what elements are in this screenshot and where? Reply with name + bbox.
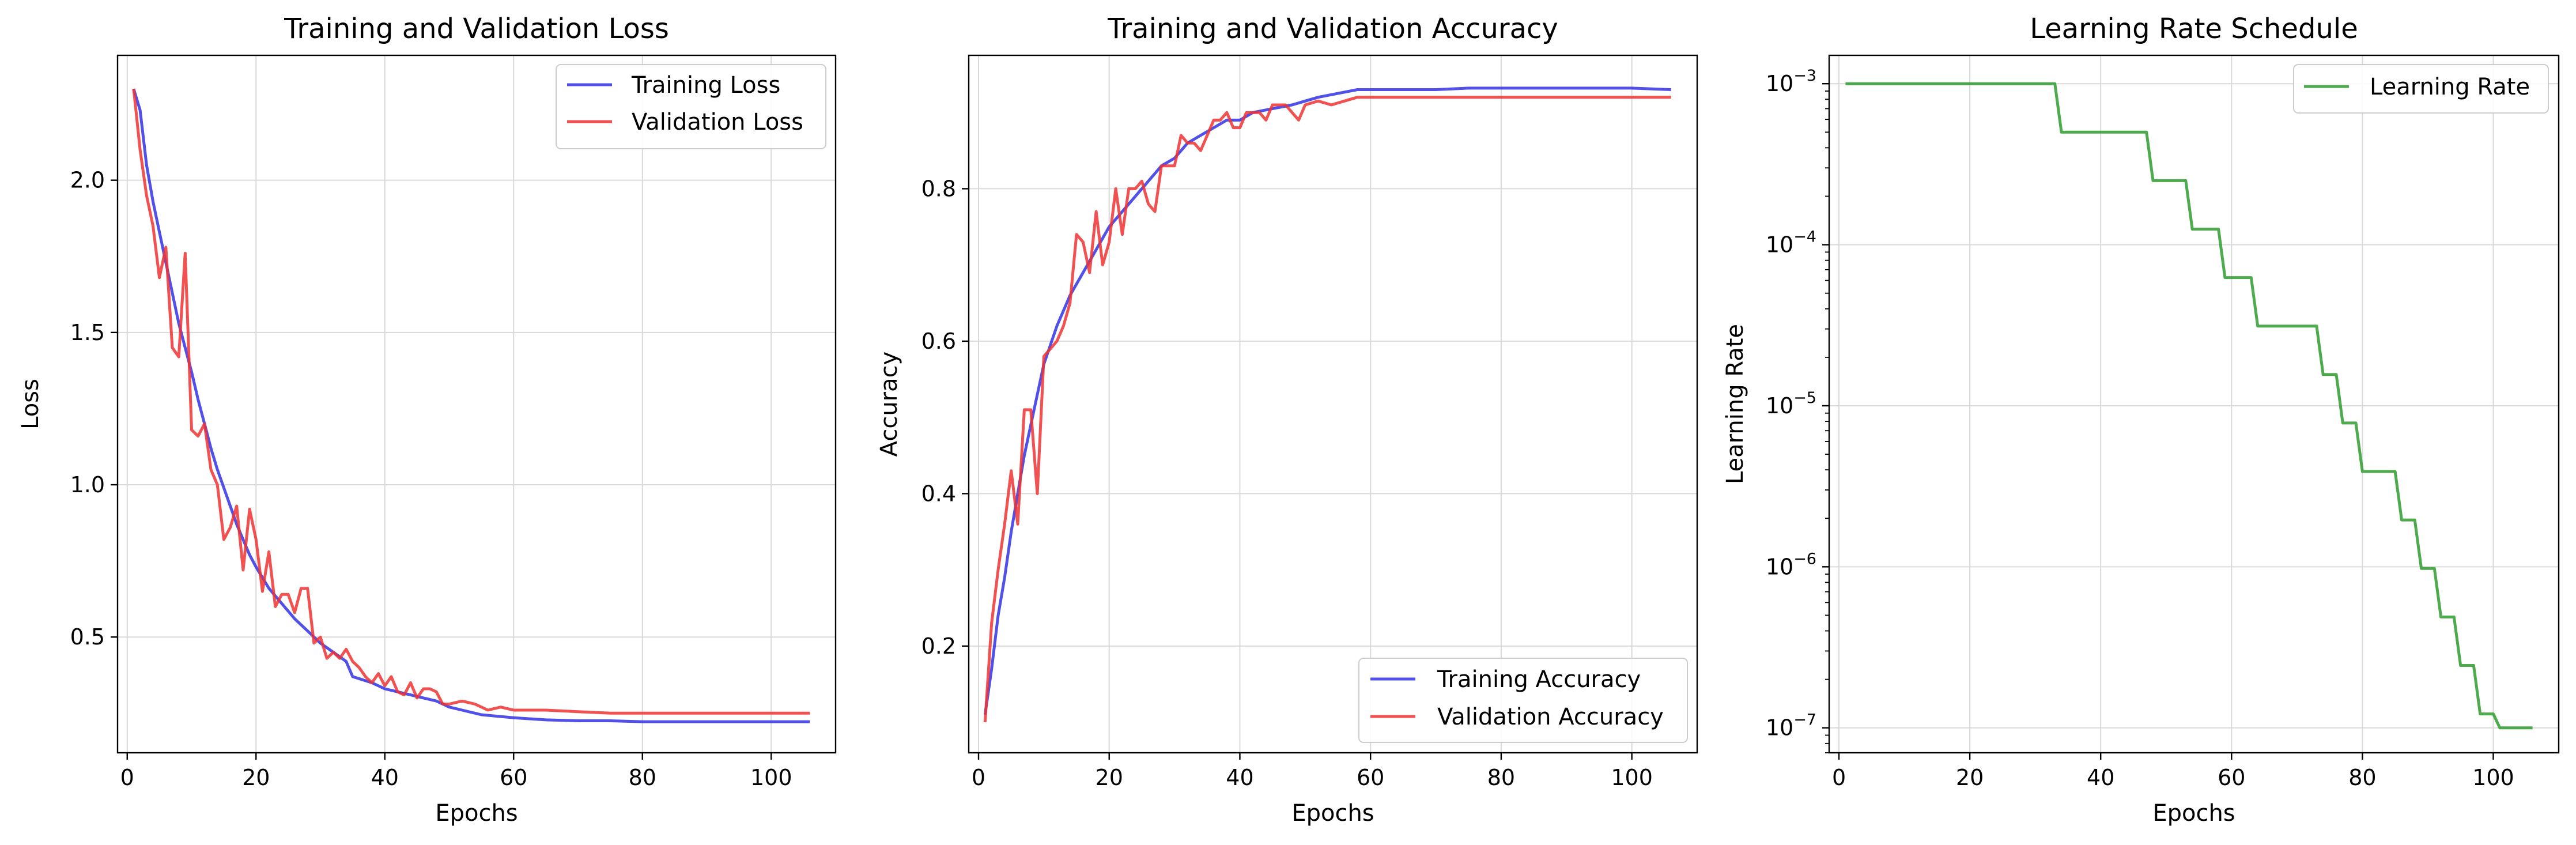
- loss-chart-ytick-label-3: 2.0: [70, 168, 105, 193]
- accuracy-chart-title: Training and Validation Accuracy: [1107, 13, 1558, 45]
- loss-chart-xlabel: Epochs: [435, 800, 518, 827]
- accuracy-chart: Training and Validation Accuracy Epochs …: [876, 13, 1698, 827]
- training-accuracy-line: [983, 86, 1671, 715]
- loss-chart-ytick-label-2: 1.5: [70, 320, 105, 345]
- accuracy-chart-ytick-label-2: 0.6: [921, 329, 956, 354]
- loss-chart-lines: [132, 88, 810, 723]
- loss-chart-xtick-label-40: 40: [371, 765, 399, 790]
- loss-chart-title: Training and Validation Loss: [284, 13, 669, 45]
- lr-legend-box: [2293, 64, 2549, 114]
- loss-chart-gridlines: [118, 55, 836, 753]
- learning-rate-chart-xlabel: Epochs: [2152, 800, 2235, 827]
- loss-chart-ticks: 0 20 40 60 80 100 0.5 1.0 1.5 2.0: [70, 168, 792, 790]
- learning-rate-chart-gridlines: [1829, 55, 2559, 753]
- accuracy-chart-xtick-label-60: 60: [1357, 765, 1384, 790]
- learning-rate-line: [1845, 82, 2533, 730]
- loss-chart-ylabel: Loss: [17, 379, 44, 429]
- accuracy-chart-legend: Training Accuracy Validation Accuracy: [1358, 658, 1688, 743]
- validation-accuracy-line: [983, 96, 1671, 723]
- accuracy-chart-gridlines: [969, 55, 1697, 753]
- accuracy-chart-xtick-label-100: 100: [1611, 765, 1653, 790]
- learning-rate-chart: Learning Rate Schedule Epochs Learning R…: [1722, 13, 2560, 827]
- loss-chart-ytick-label-0: 0.5: [70, 624, 105, 650]
- learning-rate-chart-xtick-label-0: 0: [1832, 765, 1846, 790]
- learning-rate-chart-ylabel: Learning Rate: [1722, 324, 1748, 484]
- accuracy-chart-xtick-label-0: 0: [972, 765, 985, 790]
- loss-chart-legend: Training Loss Validation Loss: [556, 64, 826, 149]
- validation-loss-line: [132, 88, 810, 715]
- accuracy-legend-box: [1358, 658, 1688, 743]
- loss-chart-xtick-label-60: 60: [500, 765, 527, 790]
- loss-chart-ytick-label-1: 1.0: [70, 472, 105, 497]
- learning-rate-chart-legend: Learning Rate: [2293, 64, 2549, 114]
- learning-rate-chart-lines: [1845, 82, 2533, 730]
- learning-rate-chart-ytick-label-1: 10−6: [1766, 550, 1816, 579]
- accuracy-chart-xtick-label-80: 80: [1487, 765, 1515, 790]
- accuracy-chart-ytick-label-0: 0.2: [921, 633, 956, 659]
- accuracy-legend-label-val: Validation Accuracy: [1437, 704, 1664, 730]
- learning-rate-chart-xtick-label-100: 100: [2472, 765, 2514, 790]
- learning-rate-chart-ticks: 0 20 40 60 80 100 10−7 10−6 10−5 10−4 10−3: [1766, 67, 2514, 790]
- accuracy-chart-xtick-label-20: 20: [1096, 765, 1123, 790]
- learning-rate-chart-xtick-label-40: 40: [2087, 765, 2114, 790]
- accuracy-chart-ytick-label-1: 0.4: [921, 481, 956, 506]
- accuracy-chart-frame: [968, 54, 1698, 754]
- loss-chart-xtick-label-0: 0: [120, 765, 134, 790]
- learning-rate-chart-title: Learning Rate Schedule: [2030, 13, 2358, 45]
- learning-rate-chart-frame: [1828, 54, 2560, 754]
- accuracy-chart-lines: [983, 86, 1671, 723]
- accuracy-chart-xtick-label-40: 40: [1226, 765, 1253, 790]
- learning-rate-chart-ytick-label-3: 10−4: [1766, 228, 1816, 258]
- accuracy-chart-xlabel: Epochs: [1291, 800, 1374, 827]
- loss-chart: Training and Validation Loss Epochs Loss…: [17, 13, 837, 827]
- accuracy-chart-ticks: 0 20 40 60 80 100 0.2 0.4 0.6 0.8: [921, 176, 1653, 790]
- learning-rate-chart-ytick-label-2: 10−5: [1766, 389, 1816, 418]
- accuracy-chart-ytick-label-3: 0.8: [921, 176, 956, 201]
- loss-chart-xtick-label-100: 100: [750, 765, 792, 790]
- loss-legend-label-val: Validation Loss: [632, 109, 803, 135]
- learning-rate-chart-xtick-label-20: 20: [1956, 765, 1984, 790]
- learning-rate-chart-ytick-label-4: 10−3: [1766, 67, 1816, 96]
- loss-legend-label-train: Training Loss: [631, 72, 780, 99]
- accuracy-chart-ylabel: Accuracy: [876, 352, 902, 457]
- learning-rate-chart-xtick-label-80: 80: [2348, 765, 2376, 790]
- learning-rate-chart-ytick-label-0: 10−7: [1766, 711, 1816, 741]
- accuracy-legend-label-train: Training Accuracy: [1437, 666, 1641, 693]
- loss-chart-frame: [116, 54, 837, 754]
- loss-legend-box: [556, 64, 826, 149]
- loss-chart-xtick-label-20: 20: [242, 765, 270, 790]
- learning-rate-chart-xtick-label-60: 60: [2218, 765, 2245, 790]
- lr-legend-label: Learning Rate: [2370, 74, 2530, 100]
- loss-chart-xtick-label-80: 80: [629, 765, 656, 790]
